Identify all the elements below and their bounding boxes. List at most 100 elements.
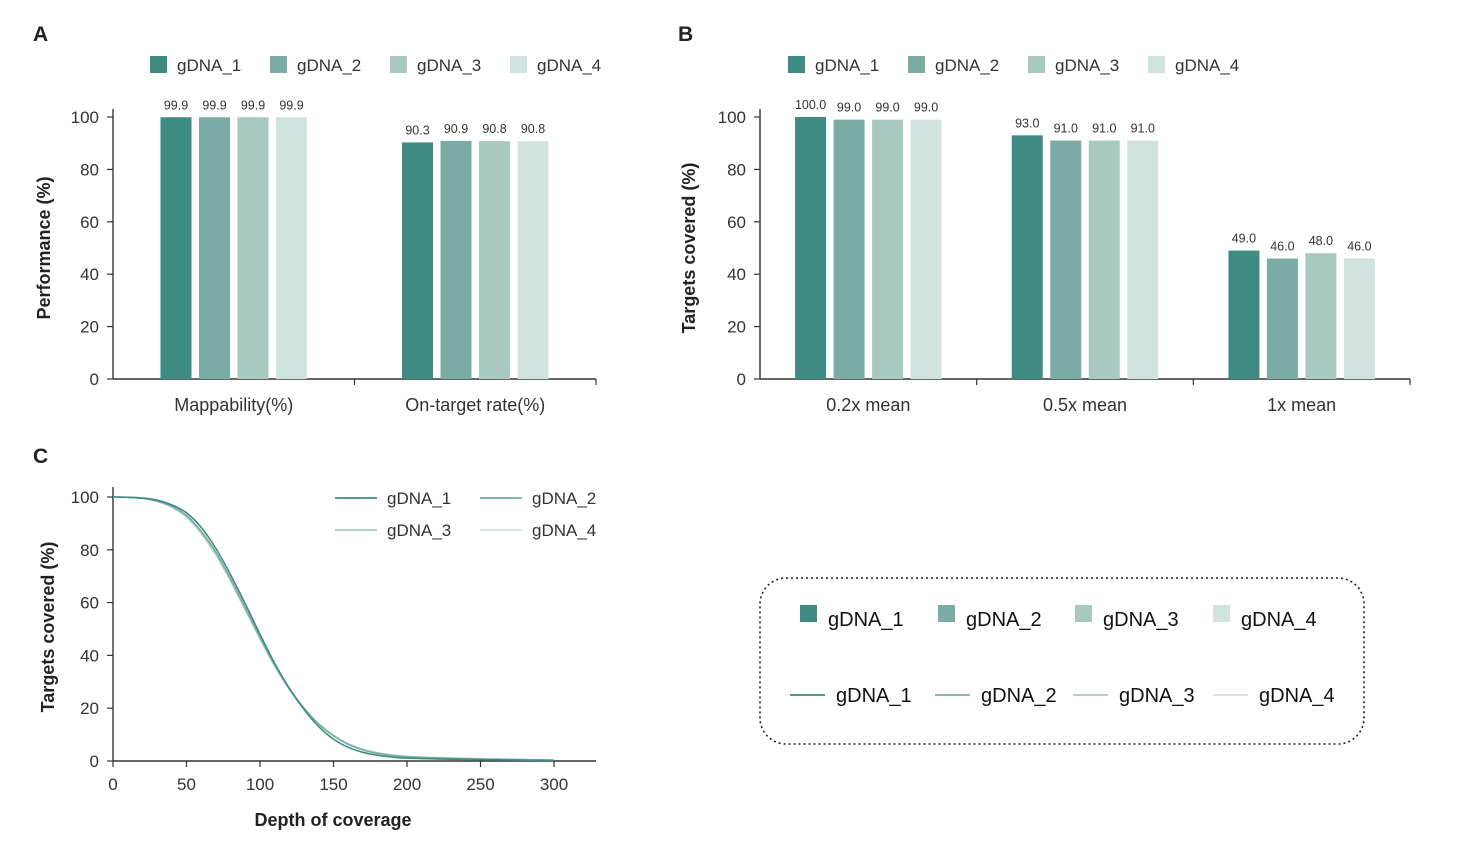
x-tick-label-0-5x-mean: 0.5x mean — [1043, 395, 1127, 415]
y-tick-label: 100 — [71, 488, 99, 507]
x-tick-label: 300 — [540, 775, 568, 794]
bar-gdna-3-on-target-rate — [479, 141, 510, 379]
box-legend-bar-label-gdna-1: gDNA_1 — [828, 609, 904, 631]
legend-swatch-gdna-2 — [270, 56, 287, 73]
data-label: 93.0 — [1015, 116, 1039, 130]
x-tick-label: 100 — [246, 775, 274, 794]
box-legend-swatch-gdna-1 — [800, 605, 817, 622]
data-label: 91.0 — [1092, 122, 1116, 136]
legend-box-border — [759, 577, 1365, 745]
bar-gdna-4-0-2x-mean — [910, 119, 942, 380]
bar-gdna-2-on-target-rate — [440, 140, 472, 379]
data-label: 49.0 — [1232, 232, 1256, 246]
panel-letter-a: A — [33, 23, 48, 46]
data-label: 100.0 — [795, 98, 826, 112]
legend-label-gdna-4: gDNA_4 — [532, 521, 596, 540]
y-tick-label: 0 — [90, 752, 99, 771]
legend-swatch-gdna-1 — [150, 56, 167, 73]
bar-gdna-4-1x-mean — [1343, 258, 1375, 379]
bar-gdna-3-1x-mean — [1305, 253, 1337, 379]
y-tick-label: 60 — [727, 213, 746, 232]
x-axis-label: Depth of coverage — [254, 810, 411, 830]
bar-gdna-3-0-2x-mean — [872, 119, 904, 380]
legend-label-gdna-3: gDNA_3 — [387, 521, 451, 540]
y-tick-label: 80 — [727, 160, 746, 179]
bar-gdna-2-1x-mean — [1266, 258, 1298, 379]
box-legend-bar-label-gdna-2: gDNA_2 — [966, 609, 1042, 631]
legend-label-gdna-2: gDNA_2 — [532, 489, 596, 508]
y-axis-label: Targets covered (%) — [679, 163, 699, 334]
data-label: 99.9 — [164, 98, 188, 112]
data-label: 99.0 — [914, 101, 938, 115]
y-tick-label: 20 — [80, 699, 99, 718]
box-legend-line-label-gdna-2: gDNA_2 — [981, 685, 1057, 707]
x-tick-label-0-2x-mean: 0.2x mean — [826, 395, 910, 415]
bar-gdna-2-mappability — [199, 117, 230, 380]
legend-box: gDNA_1 gDNA_2 gDNA_3 gDNA_4 gDNA_1 gDNA_2 gDNA… — [759, 577, 1365, 745]
y-tick-label: 0 — [90, 370, 99, 389]
y-tick-label: 40 — [80, 646, 99, 665]
bar-gdna-1-1x-mean — [1228, 250, 1260, 379]
bar-gdna-4-mappability — [276, 117, 307, 380]
legend-label-gdna-4: gDNA_4 — [537, 56, 601, 75]
data-label: 91.0 — [1054, 122, 1078, 136]
legend-swatch-gdna-2 — [908, 56, 925, 73]
legend-swatch-gdna-3 — [390, 56, 407, 73]
x-tick-label-on-target-rate: On-target rate(%) — [405, 395, 545, 415]
bar-gdna-1-0-2x-mean — [795, 117, 827, 379]
bar-gdna-1-on-target-rate — [402, 142, 433, 379]
legend-label-gdna-2: gDNA_2 — [935, 56, 999, 75]
x-tick-label: 50 — [177, 775, 196, 794]
y-tick-label: 40 — [80, 265, 99, 284]
y-tick-label: 20 — [727, 318, 746, 337]
chart-c: 0 20 40 60 80 100 0 50 100 150 200 250 300 Depth of c… — [38, 487, 596, 830]
data-label: 99.9 — [241, 98, 265, 112]
bar-gdna-2-0-2x-mean — [833, 119, 865, 380]
data-label: 46.0 — [1270, 239, 1294, 253]
box-legend-swatch-gdna-3 — [1075, 605, 1092, 622]
data-label: 90.8 — [521, 122, 545, 136]
panel-letter-b: B — [678, 23, 693, 46]
box-legend-bar-label-gdna-3: gDNA_3 — [1103, 609, 1179, 631]
legend-swatch-gdna-4 — [1148, 56, 1165, 73]
bar-gdna-2-0-5x-mean — [1050, 140, 1082, 379]
x-tick-label: 250 — [466, 775, 494, 794]
legend-swatch-gdna-1 — [788, 56, 805, 73]
y-tick-label: 100 — [718, 108, 746, 127]
data-label: 99.9 — [202, 98, 226, 112]
data-label: 48.0 — [1309, 234, 1333, 248]
data-label: 99.0 — [837, 101, 861, 115]
y-tick-label: 20 — [80, 318, 99, 337]
x-tick-label-mappability: Mappability(%) — [174, 395, 293, 415]
y-axis-label: Performance (%) — [34, 176, 54, 319]
box-legend-bar-label-gdna-4: gDNA_4 — [1241, 609, 1317, 631]
legend-label-gdna-3: gDNA_3 — [417, 56, 481, 75]
legend-label-gdna-2: gDNA_2 — [297, 56, 361, 75]
legend-swatch-gdna-4 — [510, 56, 527, 73]
bar-gdna-4-0-5x-mean — [1127, 140, 1159, 379]
series-line-gdna-4 — [112, 496, 555, 761]
box-legend-line-label-gdna-3: gDNA_3 — [1119, 685, 1195, 707]
x-tick-label-1x-mean: 1x mean — [1267, 395, 1336, 415]
legend-label-gdna-1: gDNA_1 — [177, 56, 241, 75]
legend-swatch-gdna-3 — [1028, 56, 1045, 73]
x-tick-label: 150 — [319, 775, 347, 794]
y-tick-label: 40 — [727, 265, 746, 284]
data-label: 99.9 — [279, 98, 303, 112]
y-tick-label: 100 — [71, 108, 99, 127]
y-axis-label: Targets covered (%) — [38, 542, 58, 713]
y-tick-label: 60 — [80, 213, 99, 232]
box-legend-swatch-gdna-4 — [1213, 605, 1230, 622]
series-line-gdna-1 — [112, 496, 555, 762]
legend-label-gdna-1: gDNA_1 — [387, 489, 451, 508]
bar-gdna-1-0-5x-mean — [1011, 135, 1043, 379]
legend-label-gdna-4: gDNA_4 — [1175, 56, 1239, 75]
box-legend-line-label-gdna-1: gDNA_1 — [836, 685, 912, 707]
data-label: 99.0 — [875, 101, 899, 115]
legend-label-gdna-3: gDNA_3 — [1055, 56, 1119, 75]
bar-gdna-1-mappability — [160, 117, 192, 380]
y-tick-label: 0 — [737, 370, 746, 389]
bar-gdna-3-0-5x-mean — [1088, 140, 1120, 379]
